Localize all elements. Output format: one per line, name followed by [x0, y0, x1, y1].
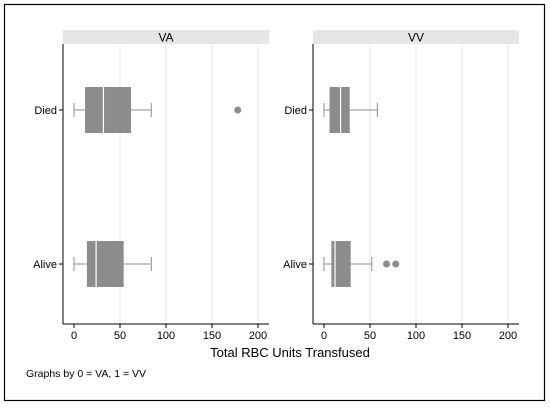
graphs-by-note: Graphs by 0 = VA, 1 = VV — [26, 368, 146, 380]
box-lower-half — [85, 87, 104, 133]
box-upper-half — [340, 87, 350, 133]
box-alive — [73, 241, 152, 287]
x-tick-label: 150 — [453, 330, 471, 342]
y-tick-label: Alive — [283, 259, 307, 271]
box-upper-half — [96, 241, 124, 287]
y-tick-label: Died — [34, 105, 57, 117]
panel-va: VA 0 50 100 150 200 Died Alive — [33, 30, 269, 342]
box-lower-half — [331, 241, 336, 287]
x-tick-label: 200 — [249, 330, 267, 342]
x-tick-label: 100 — [407, 330, 425, 342]
panel-title: VV — [408, 31, 424, 45]
box-upper-half — [335, 241, 351, 287]
box-died — [323, 87, 378, 133]
x-tick-label: 100 — [157, 330, 175, 342]
panels: VA 0 50 100 150 200 Died Alive VV 0 50 100 150 200 Die… — [33, 30, 519, 342]
x-tick-label: 200 — [499, 330, 517, 342]
x-tick-label: 50 — [114, 330, 126, 342]
outlier-point — [392, 260, 400, 268]
y-tick-label: Alive — [33, 259, 57, 271]
panel-header — [63, 30, 269, 44]
outlier-point — [234, 106, 242, 114]
box-lower-half — [86, 241, 97, 287]
y-tick-label: Died — [284, 105, 307, 117]
x-tick-label: 0 — [321, 330, 327, 342]
panel-header — [313, 30, 519, 44]
figure-border — [3, 3, 546, 402]
x-axis-label: Total RBC Units Transfused — [210, 345, 370, 360]
x-tick-label: 0 — [71, 330, 77, 342]
box-lower-half — [329, 87, 341, 133]
outlier-point — [383, 260, 391, 268]
box-died — [73, 87, 242, 133]
x-tick-label: 50 — [364, 330, 376, 342]
panel-title: VA — [158, 31, 173, 45]
panel-vv: VV 0 50 100 150 200 Died Alive — [283, 30, 519, 342]
x-tick-label: 150 — [203, 330, 221, 342]
box-alive — [323, 241, 400, 287]
box-upper-half — [103, 87, 132, 133]
